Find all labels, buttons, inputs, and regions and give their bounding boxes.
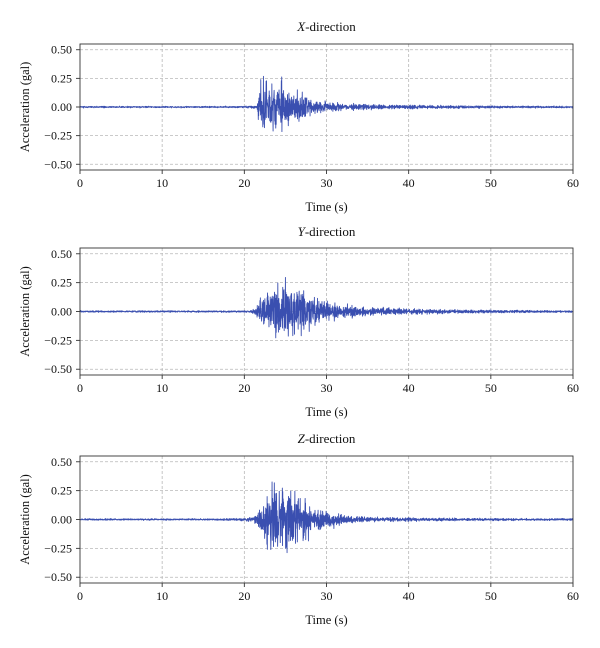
- y-tick-label: 0.25: [51, 276, 72, 290]
- title-axis-letter: X: [296, 19, 306, 34]
- x-tick-label: 20: [238, 176, 250, 190]
- y-axis-label: Acceleration (gal): [18, 62, 32, 153]
- x-tick-label: 60: [567, 381, 579, 395]
- x-tick-label: 20: [238, 589, 250, 603]
- x-tick-label: 30: [321, 381, 333, 395]
- x-tick-label: 20: [238, 381, 250, 395]
- y-tick-label: 0.50: [51, 247, 72, 261]
- y-tick-label: 0.25: [51, 484, 72, 498]
- y-tick-label: −0.25: [44, 541, 72, 555]
- y-tick-label: 0.00: [51, 513, 72, 527]
- y-axis-label: Acceleration (gal): [18, 266, 32, 357]
- title-suffix: -direction: [305, 431, 356, 446]
- chart-panel-3: Z-direction 0 10 20 30 40 50 60 0.50 0.25 0.00 −0.2…: [18, 431, 579, 627]
- chart-panel-2: Y-direction 0 10 20 30 40 50 60 0.50 0.25 0.00 −0.2…: [18, 224, 579, 419]
- title-suffix: -direction: [305, 19, 356, 34]
- x-tick-label: 10: [156, 176, 168, 190]
- title-axis-letter: Z: [298, 431, 306, 446]
- x-tick-label: 50: [485, 589, 497, 603]
- x-axis-label: Time (s): [305, 613, 347, 627]
- chart-title: Z-direction: [298, 431, 356, 446]
- y-tick-label: −0.25: [44, 333, 72, 347]
- x-axis-label: Time (s): [305, 200, 347, 214]
- acceleration-trace: [79, 75, 574, 133]
- y-tick-label: 0.50: [51, 43, 72, 57]
- x-tick-label: 40: [403, 381, 415, 395]
- x-tick-label: 30: [321, 176, 333, 190]
- x-tick-label: 10: [156, 589, 168, 603]
- chart-title: X-direction: [296, 19, 356, 34]
- chart-title: Y-direction: [298, 224, 356, 239]
- acceleration-trace: [79, 276, 574, 339]
- x-tick-label: 60: [567, 589, 579, 603]
- x-tick-label: 40: [403, 589, 415, 603]
- y-tick-label: −0.50: [44, 362, 72, 376]
- x-tick-label: 0: [77, 176, 83, 190]
- x-tick-label: 50: [485, 176, 497, 190]
- x-tick-label: 40: [403, 176, 415, 190]
- x-axis-label: Time (s): [305, 405, 347, 419]
- x-tick-label: 50: [485, 381, 497, 395]
- x-tick-label: 0: [77, 381, 83, 395]
- title-axis-letter: Y: [298, 224, 307, 239]
- y-tick-label: −0.50: [44, 570, 72, 584]
- chart-panel-1: X-direction 0 10 20 30 40 50 60 0.50 0.25 0.00 −0.2…: [18, 19, 579, 214]
- x-tick-label: 10: [156, 381, 168, 395]
- x-tick-label: 60: [567, 176, 579, 190]
- y-tick-label: 0.00: [51, 100, 72, 114]
- y-tick-label: 0.50: [51, 455, 72, 469]
- title-suffix: -direction: [305, 224, 356, 239]
- y-tick-label: 0.00: [51, 305, 72, 319]
- x-tick-label: 0: [77, 589, 83, 603]
- y-tick-label: 0.25: [51, 71, 72, 85]
- acceleration-trace: [79, 481, 574, 554]
- y-tick-label: −0.50: [44, 157, 72, 171]
- x-tick-label: 30: [321, 589, 333, 603]
- y-axis-label: Acceleration (gal): [18, 474, 32, 565]
- y-tick-label: −0.25: [44, 129, 72, 143]
